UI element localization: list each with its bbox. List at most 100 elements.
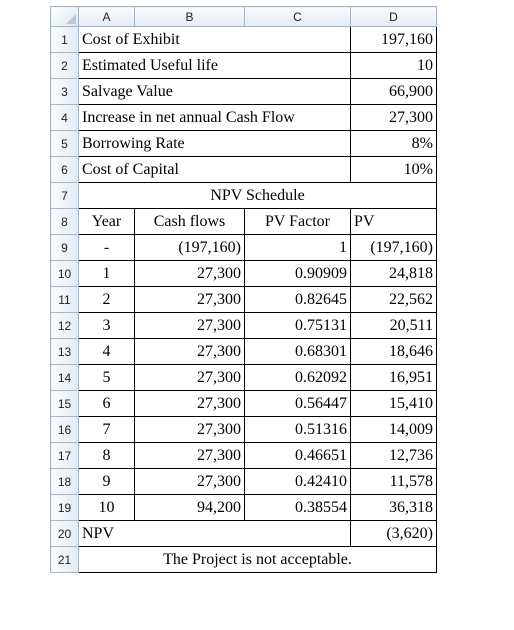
row-header[interactable]: 20 [50,520,79,547]
row-header[interactable]: 16 [50,416,79,443]
row-header[interactable]: 5 [50,130,79,157]
npv-value[interactable]: (3,620) [350,520,437,547]
schedule-row: 12 3 27,300 0.75131 20,511 [50,312,437,339]
row-header[interactable]: 13 [50,338,79,365]
cell-pv-factor[interactable]: 1 [244,234,351,261]
cell-year[interactable]: 9 [78,468,135,495]
cell-value[interactable]: 66,900 [350,78,437,105]
spreadsheet-grid: A B C D 1 Cost of Exhibit 197,160 2 Esti… [50,6,437,573]
cell-value[interactable]: 10 [350,52,437,79]
cell-pv-factor[interactable]: 0.46651 [244,442,351,469]
row-header[interactable]: 1 [50,26,79,53]
cell-label[interactable]: Salvage Value [78,78,351,105]
schedule-row: 11 2 27,300 0.82645 22,562 [50,286,437,313]
schedule-row: 10 1 27,300 0.90909 24,818 [50,260,437,287]
cell-cash-flow[interactable]: 27,300 [134,468,245,495]
cell-year[interactable]: 4 [78,338,135,365]
cell-pv-factor[interactable]: 0.38554 [244,494,351,521]
row-header[interactable]: 4 [50,104,79,131]
row-header[interactable]: 12 [50,312,79,339]
row-header[interactable]: 14 [50,364,79,391]
cell-cash-flow[interactable]: 27,300 [134,442,245,469]
cell-year[interactable]: 8 [78,442,135,469]
row-header[interactable]: 10 [50,260,79,287]
row-header[interactable]: 11 [50,286,79,313]
cell-cash-flow[interactable]: 27,300 [134,416,245,443]
cell-year[interactable]: 5 [78,364,135,391]
row-header[interactable]: 19 [50,494,79,521]
schedule-title-row: 7 NPV Schedule [50,182,437,209]
row-header[interactable]: 9 [50,234,79,261]
cell-pv[interactable]: 22,562 [350,286,437,313]
cell-pv-factor[interactable]: 0.62092 [244,364,351,391]
header-pv[interactable]: PV [350,208,437,235]
cell-value[interactable]: 27,300 [350,104,437,131]
column-header-b[interactable]: B [134,6,245,27]
select-all-corner[interactable] [50,6,79,27]
cell-value[interactable]: 197,160 [350,26,437,53]
cell-value[interactable]: 10% [350,156,437,183]
row-header[interactable]: 17 [50,442,79,469]
column-header-row: A B C D [50,6,437,27]
cell-pv-factor[interactable]: 0.56447 [244,390,351,417]
cell-pv[interactable]: 16,951 [350,364,437,391]
row-header[interactable]: 21 [50,546,79,573]
cell-pv[interactable]: 36,318 [350,494,437,521]
cell-year[interactable]: 6 [78,390,135,417]
cell-year[interactable]: 3 [78,312,135,339]
cell-pv-factor[interactable]: 0.90909 [244,260,351,287]
column-header-a[interactable]: A [78,6,135,27]
cell-pv[interactable]: 14,009 [350,416,437,443]
cell-pv[interactable]: 12,736 [350,442,437,469]
npv-label[interactable]: NPV [78,520,351,547]
cell-cash-flow[interactable]: 27,300 [134,338,245,365]
cell-year[interactable]: 10 [78,494,135,521]
cell-cash-flow[interactable]: 27,300 [134,364,245,391]
cell-year[interactable]: 1 [78,260,135,287]
cell-pv[interactable]: 15,410 [350,390,437,417]
cell-year[interactable]: 2 [78,286,135,313]
cell-label[interactable]: Estimated Useful life [78,52,351,79]
cell-label[interactable]: Cost of Exhibit [78,26,351,53]
row-header[interactable]: 7 [50,182,79,209]
column-header-d[interactable]: D [350,6,437,27]
cell-pv[interactable]: 20,511 [350,312,437,339]
row-header[interactable]: 2 [50,52,79,79]
row-header[interactable]: 8 [50,208,79,235]
cell-pv[interactable]: 24,818 [350,260,437,287]
cell-label[interactable]: Borrowing Rate [78,130,351,157]
header-cash-flows[interactable]: Cash flows [134,208,245,235]
cell-cash-flow[interactable]: 94,200 [134,494,245,521]
column-header-c[interactable]: C [244,6,351,27]
cell-pv-factor[interactable]: 0.42410 [244,468,351,495]
cell-pv[interactable]: (197,160) [350,234,437,261]
conclusion-text[interactable]: The Project is not acceptable. [78,546,437,573]
cell-cash-flow[interactable]: 27,300 [134,312,245,339]
cell-pv[interactable]: 11,578 [350,468,437,495]
row-header[interactable]: 3 [50,78,79,105]
cell-label[interactable]: Increase in net annual Cash Flow [78,104,351,131]
row-header[interactable]: 6 [50,156,79,183]
cell-pv-factor[interactable]: 0.68301 [244,338,351,365]
cell-cash-flow[interactable]: 27,300 [134,390,245,417]
cell-value[interactable]: 8% [350,130,437,157]
cell-pv[interactable]: 18,646 [350,338,437,365]
cell-pv-factor[interactable]: 0.82645 [244,286,351,313]
row-header[interactable]: 15 [50,390,79,417]
cell-year[interactable]: 7 [78,416,135,443]
cell-cash-flow[interactable]: 27,300 [134,286,245,313]
cell-pv-factor[interactable]: 0.75131 [244,312,351,339]
sheet-row: 4 Increase in net annual Cash Flow 27,30… [50,104,437,131]
cell-cash-flow[interactable]: 27,300 [134,260,245,287]
schedule-title[interactable]: NPV Schedule [78,182,437,209]
npv-row: 20 NPV (3,620) [50,520,437,547]
header-pv-factor[interactable]: PV Factor [244,208,351,235]
schedule-row: 9 - (197,160) 1 (197,160) [50,234,437,261]
cell-cash-flow[interactable]: (197,160) [134,234,245,261]
row-header[interactable]: 18 [50,468,79,495]
cell-pv-factor[interactable]: 0.51316 [244,416,351,443]
schedule-row: 19 10 94,200 0.38554 36,318 [50,494,437,521]
cell-year[interactable]: - [78,234,135,261]
header-year[interactable]: Year [78,208,135,235]
cell-label[interactable]: Cost of Capital [78,156,351,183]
